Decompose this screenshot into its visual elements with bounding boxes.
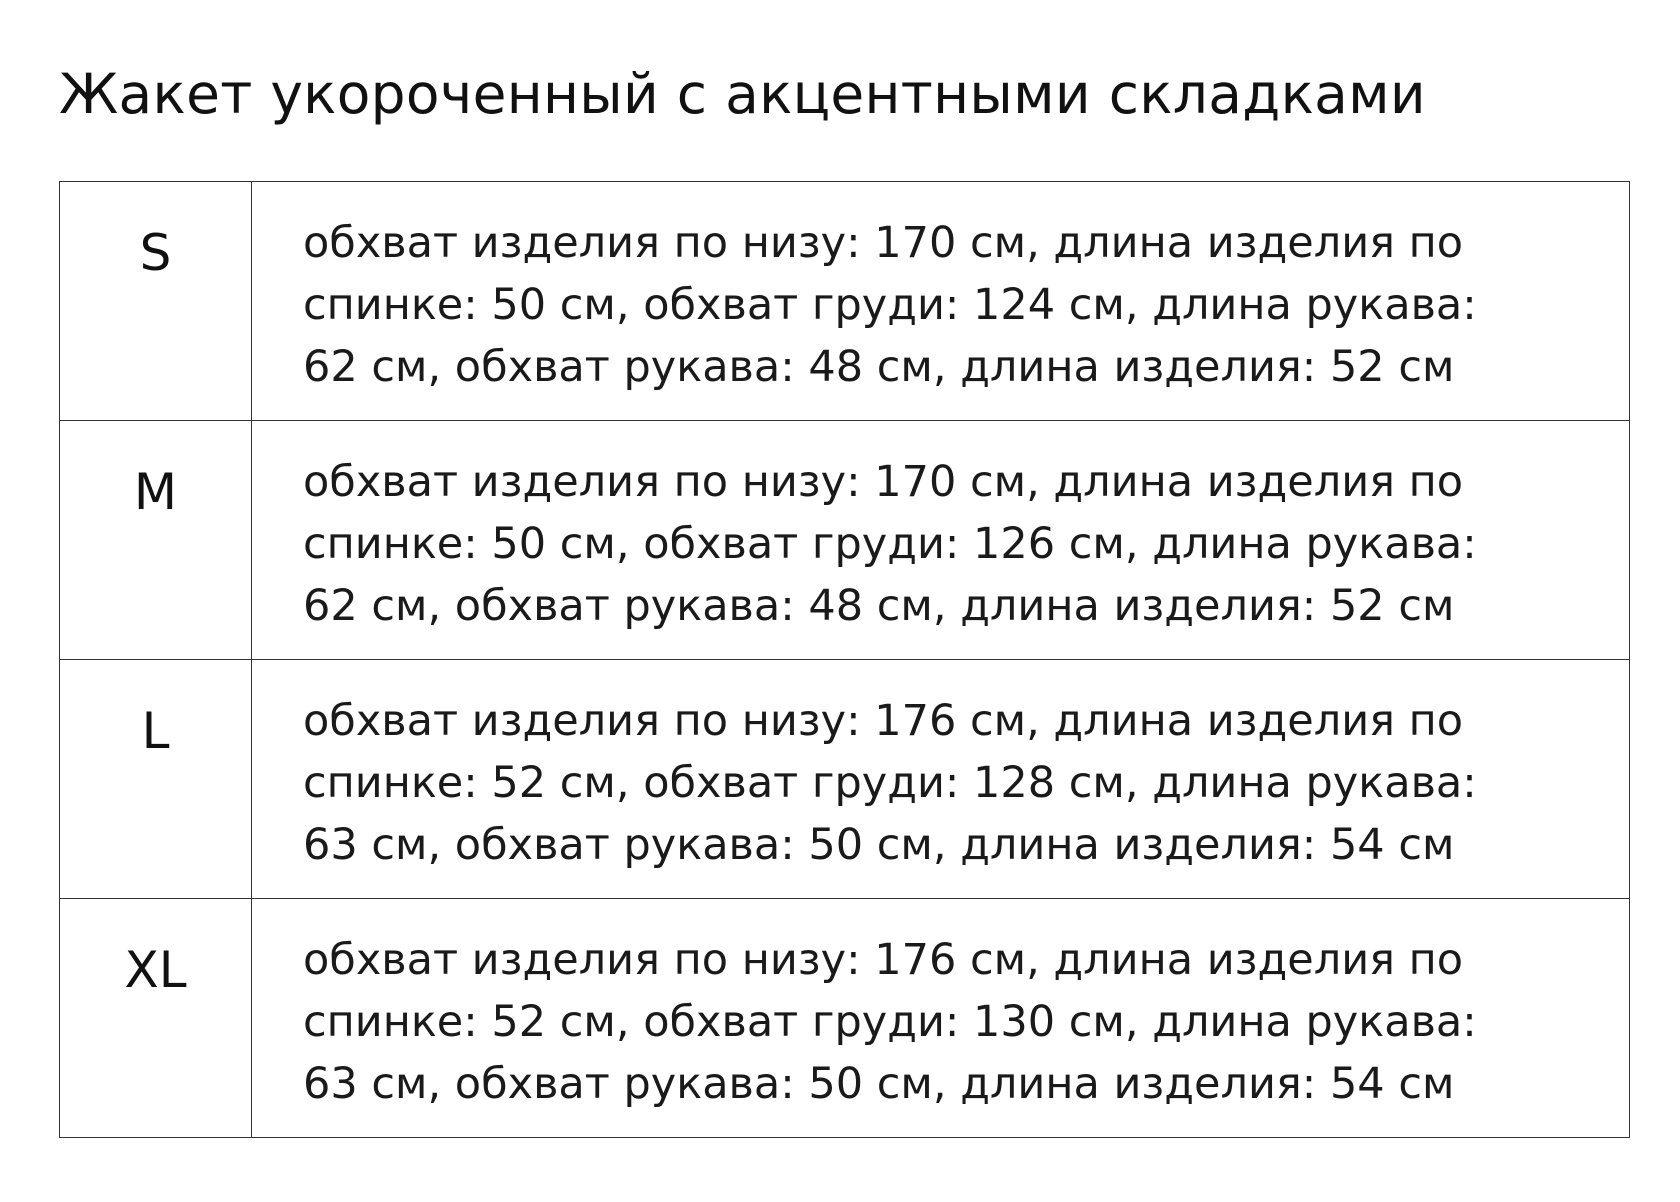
size-label: L: [59, 659, 252, 899]
size-label: S: [59, 181, 252, 421]
measurement-line: спинке: 50 см, обхват груди: 124 см, дли…: [303, 280, 1477, 330]
measurement-line: обхват изделия по низу: 170 см, длина из…: [303, 457, 1464, 507]
size-table: S обхват изделия по низу: 170 см, длина …: [59, 181, 1630, 1138]
measurement-line: 63 см, обхват рукава: 50 см, длина издел…: [303, 820, 1455, 870]
table-row: M обхват изделия по низу: 170 см, длина …: [59, 420, 1630, 660]
size-label: M: [59, 420, 252, 660]
measurement-line: 62 см, обхват рукава: 48 см, длина издел…: [303, 342, 1455, 392]
measurement-line: 62 см, обхват рукава: 48 см, длина издел…: [303, 581, 1455, 631]
size-label: XL: [59, 898, 252, 1138]
size-measurements: обхват изделия по низу: 170 см, длина из…: [251, 420, 1630, 660]
measurement-line: спинке: 52 см, обхват груди: 130 см, дли…: [303, 997, 1477, 1047]
size-measurements: обхват изделия по низу: 176 см, длина из…: [251, 898, 1630, 1138]
measurement-line: обхват изделия по низу: 176 см, длина из…: [303, 696, 1464, 746]
measurement-line: обхват изделия по низу: 176 см, длина из…: [303, 935, 1464, 985]
measurement-line: спинке: 52 см, обхват груди: 128 см, дли…: [303, 758, 1477, 808]
table-row: L обхват изделия по низу: 176 см, длина …: [59, 659, 1630, 899]
table-row: XL обхват изделия по низу: 176 см, длина…: [59, 898, 1630, 1138]
measurement-line: 63 см, обхват рукава: 50 см, длина издел…: [303, 1059, 1455, 1109]
page-title: Жакет укороченный с акцентными складками: [59, 62, 1426, 126]
size-measurements: обхват изделия по низу: 170 см, длина из…: [251, 181, 1630, 421]
size-measurements: обхват изделия по низу: 176 см, длина из…: [251, 659, 1630, 899]
measurement-line: спинке: 50 см, обхват груди: 126 см, дли…: [303, 519, 1477, 569]
table-row: S обхват изделия по низу: 170 см, длина …: [59, 181, 1630, 421]
measurement-line: обхват изделия по низу: 170 см, длина из…: [303, 218, 1464, 268]
